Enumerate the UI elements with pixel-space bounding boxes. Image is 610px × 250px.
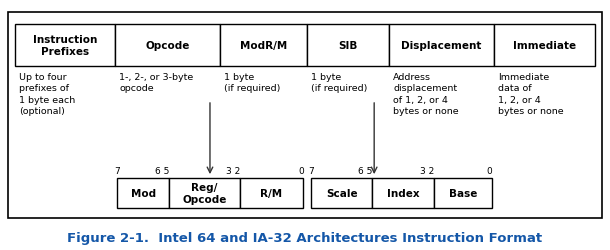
Bar bbox=[240, 178, 303, 208]
Bar bbox=[434, 178, 492, 208]
Text: SIB: SIB bbox=[339, 41, 357, 51]
Text: 6 5: 6 5 bbox=[358, 167, 373, 176]
Bar bbox=[307, 25, 389, 67]
Text: 0: 0 bbox=[298, 167, 304, 176]
Text: Immediate
data of
1, 2, or 4
bytes or none: Immediate data of 1, 2, or 4 bytes or no… bbox=[498, 73, 563, 116]
Text: Instruction
Prefixes: Instruction Prefixes bbox=[33, 35, 97, 56]
Text: R/M: R/M bbox=[260, 188, 282, 198]
Bar bbox=[115, 25, 220, 67]
Text: Scale: Scale bbox=[326, 188, 357, 198]
Text: 1 byte
(if required): 1 byte (if required) bbox=[311, 73, 367, 93]
Bar bbox=[8, 13, 602, 218]
Text: 1 byte
(if required): 1 byte (if required) bbox=[223, 73, 280, 93]
Text: Displacement: Displacement bbox=[401, 41, 482, 51]
Bar bbox=[389, 25, 493, 67]
Text: Up to four
prefixes of
1 byte each
(optional): Up to four prefixes of 1 byte each (opti… bbox=[19, 73, 75, 116]
Text: 3 2: 3 2 bbox=[420, 167, 434, 176]
Bar bbox=[493, 25, 595, 67]
Text: Reg/
Opcode: Reg/ Opcode bbox=[182, 182, 226, 204]
Bar bbox=[220, 25, 307, 67]
Bar bbox=[15, 25, 115, 67]
Text: 0: 0 bbox=[487, 167, 492, 176]
Bar bbox=[372, 178, 434, 208]
Text: 3 2: 3 2 bbox=[226, 167, 240, 176]
Text: ModR/M: ModR/M bbox=[240, 41, 287, 51]
Text: Opcode: Opcode bbox=[145, 41, 190, 51]
Bar bbox=[169, 178, 240, 208]
Text: Immediate: Immediate bbox=[513, 41, 576, 51]
Text: 1-, 2-, or 3-byte
opcode: 1-, 2-, or 3-byte opcode bbox=[119, 73, 193, 93]
Bar bbox=[117, 178, 169, 208]
Text: 6 5: 6 5 bbox=[155, 167, 169, 176]
Text: Figure 2-1.  Intel 64 and IA-32 Architectures Instruction Format: Figure 2-1. Intel 64 and IA-32 Architect… bbox=[68, 232, 542, 244]
Text: Mod: Mod bbox=[131, 188, 156, 198]
Text: Base: Base bbox=[448, 188, 477, 198]
Text: Address
displacement
of 1, 2, or 4
bytes or none: Address displacement of 1, 2, or 4 bytes… bbox=[393, 73, 459, 116]
Text: 7: 7 bbox=[308, 167, 314, 176]
Text: 7: 7 bbox=[114, 167, 120, 176]
Text: Index: Index bbox=[387, 188, 420, 198]
Bar bbox=[311, 178, 372, 208]
